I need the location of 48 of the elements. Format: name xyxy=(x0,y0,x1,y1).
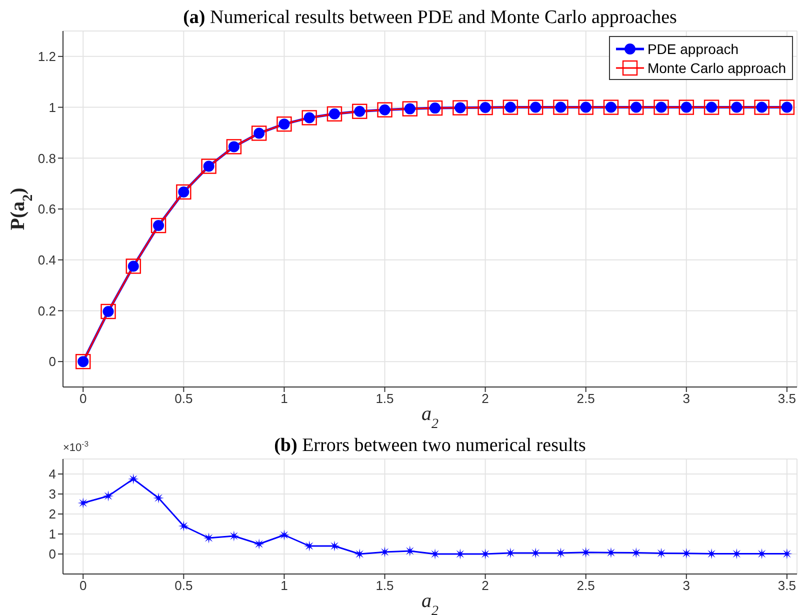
y-tick-label: 1 xyxy=(48,100,56,115)
x-tick-label: 0.5 xyxy=(174,578,193,594)
x-tick-label: 0 xyxy=(79,391,87,406)
x-tick-label: 2.5 xyxy=(576,578,595,594)
y-tick-label: 3 xyxy=(48,486,56,502)
point xyxy=(128,474,139,484)
chart-title: (a) Numerical results between PDE and Monte Carlo approaches xyxy=(183,7,677,28)
point xyxy=(203,532,214,544)
y-tick-label: 0.8 xyxy=(38,150,56,166)
y-tick-label: 0.6 xyxy=(38,202,56,217)
x-tick-label: 2.5 xyxy=(576,391,595,406)
y-tick-label: 1 xyxy=(48,526,56,542)
point xyxy=(354,548,366,560)
point xyxy=(254,538,265,550)
y-tick-label: 0.4 xyxy=(38,252,56,268)
x-tick-label: 3 xyxy=(682,391,690,406)
y-tick-label: 0 xyxy=(48,546,56,562)
y-tick-label: 0.2 xyxy=(38,303,56,318)
x-tick-label: 1.5 xyxy=(376,578,394,594)
x-tick-label: 1 xyxy=(280,578,288,594)
y-tick-label: 2 xyxy=(48,506,56,522)
x-tick-label: 1.5 xyxy=(376,391,394,406)
y-tick-label: 0 xyxy=(48,354,56,370)
x-tick-label: 3.5 xyxy=(778,578,796,594)
point xyxy=(178,520,190,532)
x-tick-label: 2 xyxy=(482,578,489,594)
point xyxy=(379,546,390,558)
x-tick-label: 0.5 xyxy=(174,391,193,406)
x-tick-label: 3.5 xyxy=(778,391,796,406)
x-tick-label: 1 xyxy=(280,391,288,406)
legend-label: Monte Carlo approach xyxy=(647,60,786,76)
text: ×10$^{-3}$ xyxy=(63,439,89,454)
x-tick-label: 2 xyxy=(482,391,489,406)
point xyxy=(228,530,240,542)
y-tick-label: 4 xyxy=(48,466,56,482)
x-tick-label: 0 xyxy=(79,578,87,594)
point xyxy=(102,490,114,502)
y-tick-label: 1.2 xyxy=(38,49,56,64)
x-axis-title: a$_{2}$ xyxy=(422,403,438,432)
x-axis-title: a$_{2}$ xyxy=(422,590,438,615)
point xyxy=(153,492,164,504)
point xyxy=(278,530,290,540)
chart-title: (b) Errors between two numerical results xyxy=(274,435,586,456)
point xyxy=(304,540,315,552)
x-tick-label: 3 xyxy=(682,578,690,594)
point xyxy=(78,498,89,508)
legend-label: PDE approach xyxy=(647,40,739,56)
point xyxy=(656,548,667,559)
